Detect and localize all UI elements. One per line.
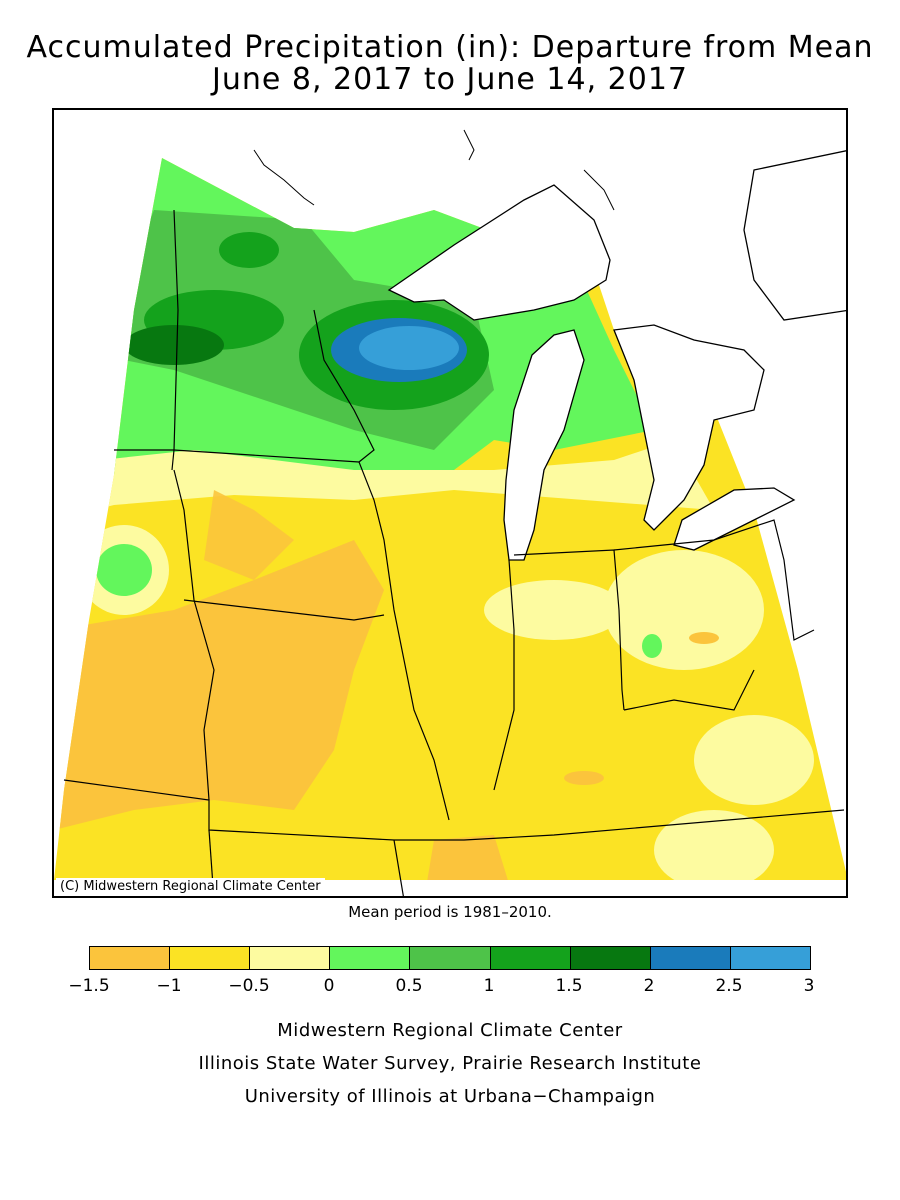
legend-tick-label: 0.5: [395, 976, 423, 996]
precipitation-map: [52, 108, 848, 898]
great-lakes: [387, 150, 846, 561]
map-subtitle-dates: June 8, 2017 to June 14, 2017: [211, 62, 689, 97]
footer-university: University of Illinois at Urbana−Champai…: [244, 1086, 656, 1107]
legend-tick-label: 1.5: [555, 976, 583, 996]
mean-period-note: Mean period is 1981–2010.: [348, 903, 552, 921]
footer-survey: Illinois State Water Survey, Prairie Res…: [198, 1053, 702, 1074]
lake-superior: [387, 184, 611, 321]
color-legend: [89, 946, 811, 970]
map-credit: (C) Midwestern Regional Climate Center: [56, 878, 325, 896]
legend-swatch: [410, 947, 491, 969]
state-boundaries: [63, 209, 845, 896]
lake-ontario-area: [743, 150, 846, 321]
map-canvas: [54, 129, 846, 896]
legend-swatch: [250, 947, 331, 969]
lake-michigan: [503, 329, 585, 561]
legend-swatch: [330, 947, 411, 969]
legend-tick-label: −0.5: [228, 976, 270, 996]
legend-tick-label: −1.5: [68, 976, 110, 996]
legend-tick-label: 2.5: [715, 976, 743, 996]
canada-outline: [253, 129, 615, 211]
legend-tick-label: 2: [643, 976, 655, 996]
legend-tick-label: −1: [156, 976, 182, 996]
legend-swatch: [490, 947, 571, 969]
legend-swatch: [90, 947, 171, 969]
legend-swatch: [650, 947, 731, 969]
legend-swatch: [730, 947, 810, 969]
map-title: Accumulated Precipitation (in): Departur…: [26, 30, 874, 65]
legend-tick-label: 1: [483, 976, 495, 996]
legend-color-bar: [89, 946, 811, 970]
lake-huron: [613, 324, 765, 531]
legend-tick-label: 0: [323, 976, 335, 996]
legend-swatch: [570, 947, 651, 969]
legend-tick-label: 3: [803, 976, 815, 996]
lake-erie: [673, 487, 796, 551]
footer-org: Midwestern Regional Climate Center: [277, 1020, 623, 1041]
legend-swatch: [170, 947, 251, 969]
